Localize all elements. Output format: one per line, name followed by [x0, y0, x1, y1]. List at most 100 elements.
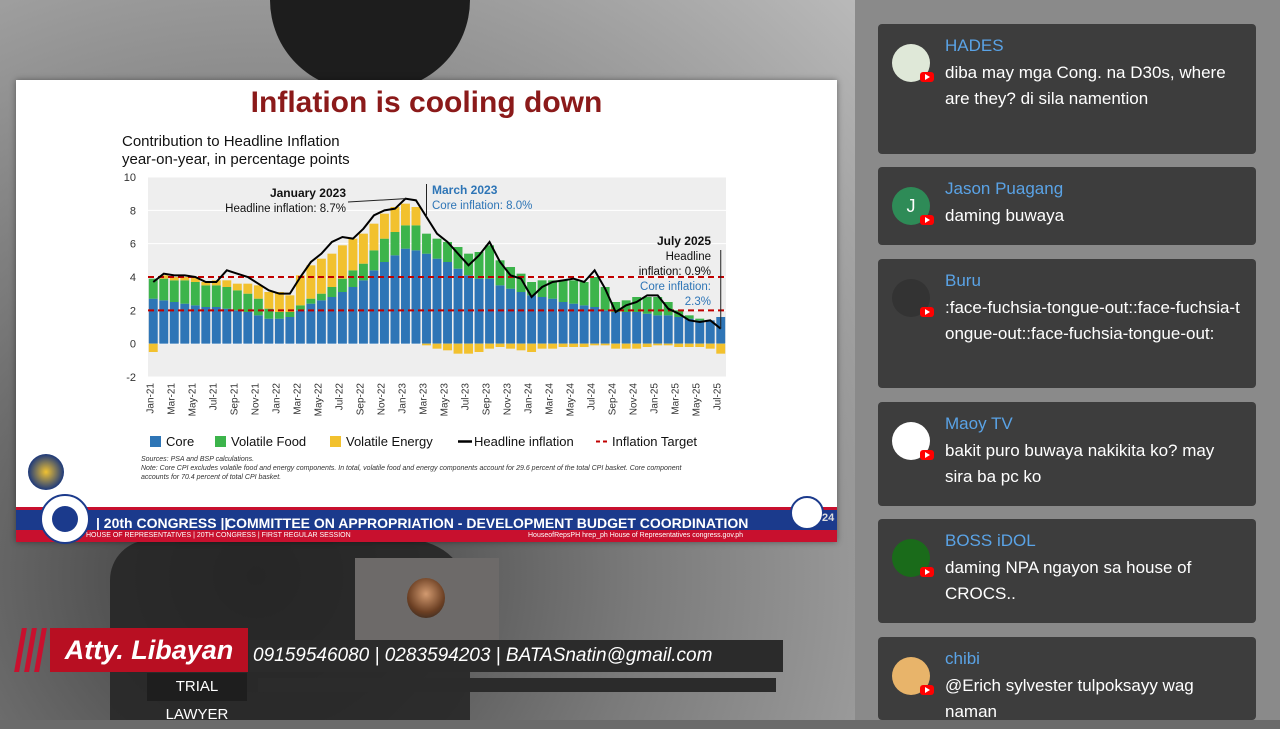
bar-segment	[190, 282, 200, 306]
bar-segment	[211, 285, 221, 307]
bar-segment	[422, 343, 431, 346]
bar-segment	[211, 307, 221, 344]
host-face	[407, 578, 445, 618]
legend-label: Volatile Energy	[346, 434, 433, 449]
x-tick-label: Jul-22	[334, 383, 345, 411]
presentation-slide: Inflation is cooling down Contribution t…	[16, 80, 837, 544]
bar-segment	[590, 277, 600, 307]
bar-segment	[390, 232, 400, 256]
bar-segment	[295, 275, 305, 306]
bar-segment	[264, 318, 274, 344]
chat-author[interactable]: Maoy TV	[945, 414, 1013, 433]
chat-message[interactable]: Maoy TV bakit puro buwaya nakikita ko? m…	[878, 402, 1256, 506]
bar-segment	[243, 283, 253, 294]
x-tick-label: Mar-22	[292, 383, 303, 415]
bar-segment	[537, 280, 547, 297]
bar-segment	[148, 298, 158, 344]
bar-segment	[401, 203, 410, 226]
chat-message[interactable]: J Jason Puagang daming buwaya	[878, 167, 1256, 245]
host-contact: 09159546080 | 0283594203 | BATASnatin@gm…	[249, 640, 783, 672]
bar-segment	[180, 303, 190, 344]
bar-segment	[274, 312, 284, 319]
bar-segment	[285, 295, 295, 312]
youtube-icon	[920, 307, 934, 317]
chat-author[interactable]: HADES	[945, 36, 1004, 55]
annotation-title: January 2023	[270, 186, 346, 200]
chat-message[interactable]: HADES diba may mga Cong. na D30s, where …	[878, 24, 1256, 154]
bar-segment	[243, 312, 253, 344]
legend-swatch	[150, 436, 161, 447]
bar-segment	[159, 300, 169, 344]
bar-segment	[579, 282, 589, 306]
bar-segment	[590, 307, 600, 344]
bar-segment	[232, 283, 242, 291]
bar-segment	[506, 343, 516, 349]
bar-segment	[527, 282, 537, 296]
annotation-text: inflation: 0.9%	[639, 266, 711, 278]
bar-segment	[358, 280, 368, 344]
chat-author[interactable]: chibi	[945, 649, 980, 668]
note-text: Note: Core CPI excludes volatile food an…	[141, 465, 682, 481]
bar-segment	[390, 255, 400, 344]
bar-segment	[243, 293, 253, 312]
bar-segment	[705, 343, 715, 349]
bar-segment	[316, 293, 326, 301]
x-tick-label: Jul-23	[461, 383, 472, 411]
chart-heading-line1: Contribution to Headline Inflation	[122, 133, 340, 150]
bar-segment	[316, 300, 326, 344]
bar-segment	[569, 280, 579, 304]
bar-segment	[180, 277, 190, 281]
x-tick-label: Jul-25	[713, 383, 724, 411]
chart-heading: Contribution to Headline Inflation year-…	[122, 133, 350, 169]
bar-segment	[190, 305, 200, 344]
lower-third-stripes	[14, 628, 48, 672]
bar-segment	[443, 242, 452, 262]
bar-segment	[464, 343, 473, 354]
y-tick-label: 10	[124, 172, 136, 184]
sources-text: Sources: PSA and BSP calculations.	[141, 456, 255, 463]
chat-author[interactable]: Buru	[945, 271, 981, 290]
bar-segment	[358, 233, 368, 264]
bar-segment	[422, 253, 431, 344]
bar-segment	[600, 287, 610, 311]
legend-label: Headline inflation	[474, 434, 574, 449]
annotation-leader	[347, 198, 406, 203]
bar-segment	[537, 343, 547, 349]
inflation-chart: -2 0 2 4 6 8 10 Jan-21 Mar-21 May-21 Jul-21 Sep-21 N…	[124, 172, 726, 449]
bar-segment	[495, 260, 505, 286]
bar-segment	[516, 273, 526, 292]
annotation-title: July 2025	[657, 234, 711, 248]
bar-segment	[253, 285, 263, 299]
legend-swatch	[215, 436, 226, 447]
x-tick-label: Mar-23	[418, 383, 429, 415]
bar-segment	[443, 262, 452, 344]
bar-segment	[443, 343, 452, 351]
bar-segment	[527, 343, 537, 352]
x-tick-label: Sep-22	[355, 383, 366, 416]
annotation-text: Headline inflation: 8.7%	[225, 203, 346, 215]
bar-segment	[705, 320, 715, 344]
x-tick-label: May-21	[187, 383, 198, 417]
bar-segment	[548, 298, 558, 344]
x-tick-label: May-25	[692, 383, 703, 417]
bar-segment	[579, 305, 589, 344]
chat-author[interactable]: BOSS iDOL	[945, 531, 1036, 550]
bar-segment	[285, 312, 295, 317]
x-tick-label: Mar-21	[166, 383, 177, 415]
bar-segment	[380, 213, 389, 239]
host-name: Atty. Libayan	[50, 628, 248, 672]
bar-segment	[674, 343, 684, 347]
chat-message[interactable]: Buru :face-fuchsia-tongue-out::face-fuch…	[878, 259, 1256, 388]
bar-segment	[684, 343, 694, 347]
chat-author[interactable]: Jason Puagang	[945, 179, 1064, 198]
chat-message[interactable]: chibi @Erich sylvester tulpoksayy wag na…	[878, 637, 1256, 721]
bar-segment	[411, 250, 421, 344]
bar-segment	[432, 343, 442, 349]
chat-message[interactable]: BOSS iDOL daming NPA ngayon sa house of …	[878, 519, 1256, 623]
bar-segment	[169, 302, 179, 344]
bar-segment	[201, 285, 211, 307]
chat-text: daming buwaya	[945, 206, 1065, 225]
bar-segment	[611, 302, 621, 312]
x-tick-label: Nov-23	[503, 383, 514, 416]
bar-segment	[485, 343, 494, 349]
